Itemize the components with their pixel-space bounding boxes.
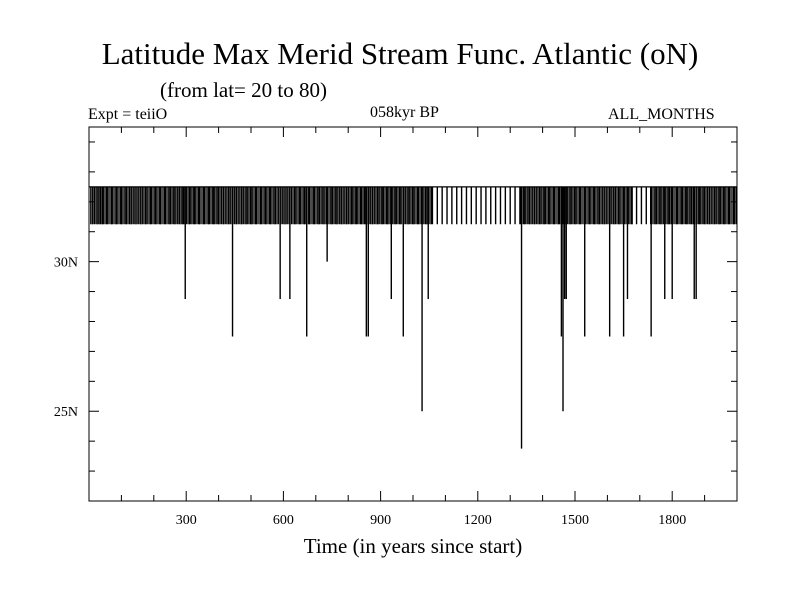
experiment-label: Expt = teiiO — [88, 106, 168, 123]
months-label: ALL_MONTHS — [608, 106, 715, 123]
y-tick-label: 25N — [54, 405, 78, 420]
x-tick-label: 1500 — [561, 513, 589, 528]
series-layer — [89, 186, 737, 449]
chart-title: Latitude Max Merid Stream Func. Atlantic… — [101, 36, 699, 71]
x-tick-label: 600 — [273, 513, 294, 528]
x-tick-label: 1800 — [658, 513, 686, 528]
plot-frame — [88, 126, 738, 502]
x-tick-label: 300 — [176, 513, 197, 528]
x-axis-label: Time (in years since start) — [304, 534, 523, 558]
period-label: 058kyr BP — [370, 104, 439, 121]
y-tick-label: 30N — [54, 256, 78, 271]
x-tick-label: 1200 — [464, 513, 492, 528]
chart-subtitle: (from lat= 20 to 80) — [160, 78, 327, 102]
x-tick-label: 900 — [370, 513, 391, 528]
tick-layer: 300 600 900 1200 1500 1800 25N 30N — [54, 127, 737, 528]
